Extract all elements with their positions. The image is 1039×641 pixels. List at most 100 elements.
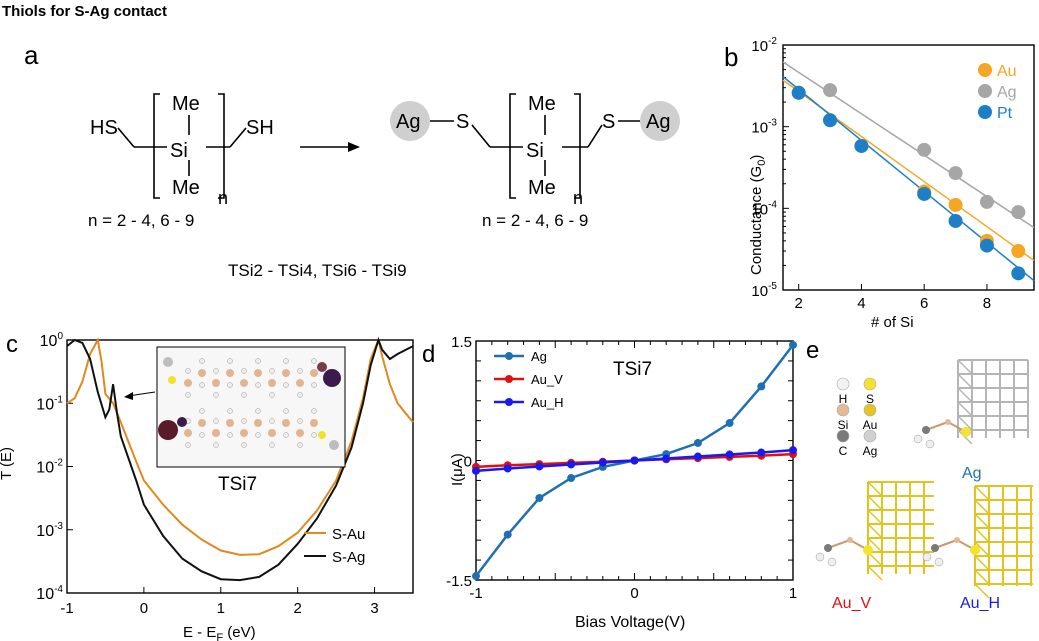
au-h-molecule (922, 537, 980, 567)
d-point-au_h (567, 460, 576, 469)
reaction-arrow (300, 142, 360, 152)
d-ytick-label: -1.5 (446, 573, 472, 590)
inset-atom (184, 429, 192, 437)
b-point-ag (1011, 205, 1026, 220)
inset-h-atom (227, 408, 233, 414)
panel-d-ylabel: I(μA) (449, 453, 466, 486)
c-ytick-label: 10-3 (36, 521, 63, 540)
lattice-bond (957, 387, 973, 403)
c-legend-label-s-ag: S-Ag (332, 549, 365, 566)
legend-atom-c (836, 429, 850, 443)
inset-atom (254, 369, 262, 377)
panel-d-xlabel: Bias Voltage(V) (575, 614, 685, 631)
d-legend-label-au_v: Au_V (531, 372, 563, 387)
d-xtick-label: 1 (789, 585, 797, 602)
d-point-ag (789, 340, 797, 349)
inset-h-atom (311, 432, 317, 438)
d-point-au_h (757, 448, 766, 457)
panel-c-xlabel: E - EF (eV) (183, 624, 256, 641)
d-point-ag (567, 474, 576, 483)
panel-c-annotation: TSi7 (218, 474, 257, 495)
mol-h-atom (934, 557, 944, 567)
inset-atom (212, 379, 220, 387)
b-point-pt (854, 138, 869, 153)
b-xtick-label: 2 (795, 295, 803, 312)
b-point-pt (979, 238, 994, 253)
inset-atom (226, 369, 234, 377)
mol-c-atom (922, 426, 930, 434)
lattice-bond (974, 485, 990, 501)
lattice-bond (957, 373, 973, 389)
inset-atom (184, 379, 192, 387)
product-ag-right: Ag (646, 111, 670, 133)
mol-s-atom (961, 427, 971, 437)
d-xtick-label: -1 (469, 585, 482, 602)
contact-structures: Ag Au_V Au_H (815, 359, 1033, 612)
inset-h-atom (241, 442, 247, 448)
panel-c-ticks: -1 0 1 2 3 10-4 10-3 10-2 10-1 100 (36, 331, 378, 617)
panel-e-label: e (806, 337, 819, 364)
d-point-au_h (662, 454, 671, 463)
panel-c-label: c (6, 331, 18, 358)
mol-si-atom (945, 419, 951, 425)
lattice-bond (867, 537, 883, 553)
b-point-au (1011, 244, 1026, 259)
c-xtick-label: 1 (217, 600, 225, 617)
d-point-ag (535, 493, 544, 502)
inset-orbital (158, 420, 178, 440)
panel-a-caption: TSi2 - TSi4, TSi6 - TSi9 (228, 261, 407, 280)
panel-d-label: d (422, 341, 435, 368)
d-xtick-label: 0 (630, 585, 638, 602)
au-h-slab (974, 485, 1033, 599)
inset-h-atom (283, 358, 289, 364)
inset-atom (310, 419, 318, 427)
lattice-bond (867, 481, 883, 497)
c-line-s-au (66, 336, 414, 556)
legend-label-h: H (839, 392, 848, 406)
legend-atom-h (836, 377, 850, 391)
lattice-bond (867, 523, 883, 539)
mol-si-atom (954, 537, 960, 543)
inset-orbital (323, 369, 341, 387)
inset-h-atom (269, 418, 275, 424)
panel-b-xlabel: # of Si (871, 314, 914, 331)
mol-h-atom (922, 552, 932, 562)
panel-b-label: b (724, 42, 738, 72)
reactant-me-top: Me (172, 93, 200, 115)
reactant-me-bottom: Me (172, 177, 200, 199)
inset-h-atom (199, 382, 205, 388)
inset-atom (198, 419, 206, 427)
inset-h-atom (297, 442, 303, 448)
product-me-bottom: Me (528, 177, 556, 199)
inset-h-atom (241, 368, 247, 374)
b-legend-label-pt: Pt (997, 105, 1013, 122)
d-point-au_h (789, 446, 797, 455)
panel-b-legend: Au Ag Pt (978, 63, 1017, 122)
legend-label-si: Si (838, 418, 849, 432)
inset-h-atom (185, 442, 191, 448)
inset-atom (268, 429, 276, 437)
c-ytick-label: 10-1 (36, 394, 63, 413)
structure-label-au-h: Au_H (960, 595, 1000, 612)
b-point-ag (948, 166, 963, 181)
d-legend-marker-ag (505, 352, 513, 360)
c-legend-label-s-au: S-Au (332, 526, 365, 543)
panel-b-frame (782, 44, 1035, 291)
b-xtick-label: 4 (857, 295, 865, 312)
inset-h-atom (255, 432, 261, 438)
product-range: n = 2 - 4, 6 - 9 (482, 211, 588, 230)
c-xtick-label: -1 (60, 600, 73, 617)
panel-d-lines (472, 340, 797, 581)
lattice-bond (974, 555, 990, 571)
reactant-si: Si (170, 140, 188, 162)
d-ytick-label: 0 (464, 454, 472, 471)
inset-pointer-head (124, 392, 133, 400)
d-point-ag (503, 530, 512, 539)
inset-h-atom (283, 382, 289, 388)
product-s-right: S (602, 111, 615, 133)
d-point-au_h (503, 464, 512, 473)
d-point-au_h (693, 452, 702, 461)
inset-atom (296, 379, 304, 387)
c-xtick-label: 2 (293, 600, 301, 617)
b-legend-marker-au (978, 63, 992, 77)
